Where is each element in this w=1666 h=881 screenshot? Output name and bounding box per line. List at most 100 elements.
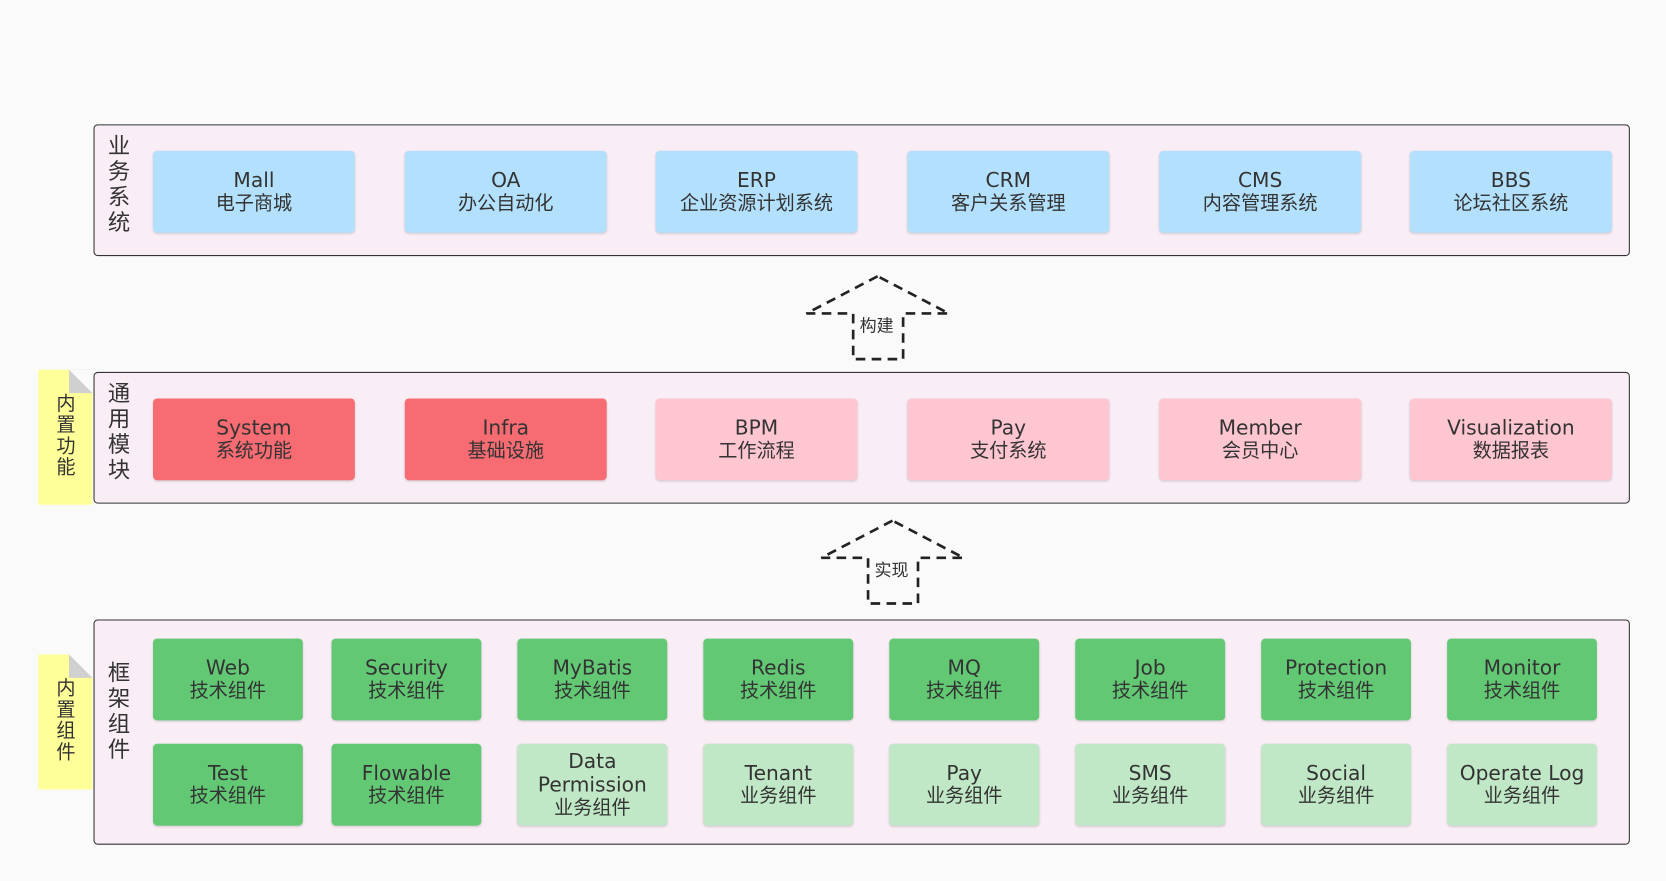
card-title: Protection <box>1285 656 1388 680</box>
module-card: Member 会员中心 <box>1159 398 1362 481</box>
card-subtitle: 技术组件 <box>189 679 267 702</box>
module-card: Flowable 技术组件 <box>331 743 482 826</box>
card-subtitle: 系统功能 <box>215 439 293 462</box>
module-card: Job 技术组件 <box>1075 638 1226 721</box>
arrow-label: 实现 <box>872 555 911 582</box>
card-subtitle: 内容管理系统 <box>1202 191 1318 215</box>
card-title: Security <box>364 656 448 680</box>
module-card: Operate Log 业务组件 <box>1447 743 1597 826</box>
card-title: CRM <box>985 168 1032 192</box>
card-subtitle: 技术组件 <box>554 679 631 702</box>
card-title: Tenant <box>744 761 812 785</box>
module-card: BPM 工作流程 <box>655 398 858 481</box>
module-card: Web 技术组件 <box>153 638 303 721</box>
note-text: 内置功能 <box>53 393 76 479</box>
card-title: SMS <box>1128 761 1172 785</box>
card-title: Monitor <box>1483 656 1561 680</box>
card-subtitle: 工作流程 <box>718 439 795 462</box>
card-subtitle: 业务组件 <box>925 784 1003 807</box>
arrow-shape <box>805 274 950 361</box>
module-card: ERP 企业资源计划系统 <box>655 150 858 233</box>
card-title: Visualization <box>1447 415 1575 440</box>
card-subtitle: 技术组件 <box>925 679 1003 702</box>
module-card: MyBatis 技术组件 <box>517 638 668 721</box>
card-subtitle: 办公自动化 <box>457 191 554 215</box>
card-title: Test <box>208 761 248 785</box>
card-subtitle: 基础设施 <box>467 439 545 462</box>
module-card: Social 业务组件 <box>1261 743 1411 826</box>
card-title: Redis <box>751 656 806 680</box>
card-subtitle: 客户关系管理 <box>950 191 1066 215</box>
card-subtitle: 论坛社区系统 <box>1453 191 1569 215</box>
card-title: Web <box>205 656 250 680</box>
note-text: 内置组件 <box>53 677 76 763</box>
module-card: Data Permission 业务组件 <box>517 743 668 826</box>
module-card: CMS 内容管理系统 <box>1159 150 1362 233</box>
card-title: Member <box>1218 415 1302 440</box>
module-card: Test 技术组件 <box>153 743 303 826</box>
card-title: Flowable <box>361 761 452 785</box>
module-card: Visualization 数据报表 <box>1409 398 1612 481</box>
card-title: Mall <box>233 168 275 192</box>
note: 内置功能 <box>38 369 93 505</box>
layer-label: 业务系统 <box>105 133 131 236</box>
card-subtitle: 技术组件 <box>740 679 817 702</box>
arrow <box>805 274 950 361</box>
card-subtitle: 技术组件 <box>189 784 267 807</box>
card-title: MQ <box>947 656 981 680</box>
card-title: Social <box>1306 761 1367 785</box>
module-card: System 系统功能 <box>153 398 355 481</box>
card-title: BBS <box>1490 168 1531 192</box>
module-card: Redis 技术组件 <box>703 638 854 721</box>
module-card: Protection 技术组件 <box>1261 638 1411 721</box>
card-subtitle: 业务组件 <box>1297 784 1375 807</box>
card-title: Data Permission <box>537 749 647 797</box>
module-card: BBS 论坛社区系统 <box>1409 150 1612 233</box>
card-title: OA <box>491 168 521 192</box>
module-card: Security 技术组件 <box>331 638 482 721</box>
card-title: System <box>216 415 292 440</box>
card-subtitle: 电子商城 <box>215 191 293 215</box>
module-card: SMS 业务组件 <box>1075 743 1226 826</box>
card-subtitle: 数据报表 <box>1472 439 1550 462</box>
card-subtitle: 企业资源计划系统 <box>680 191 833 215</box>
arrow-label: 构建 <box>857 311 896 337</box>
arrow <box>820 519 965 605</box>
module-card: Infra 基础设施 <box>404 398 607 481</box>
note-fold <box>69 369 93 394</box>
arrow-shape <box>820 519 965 605</box>
module-card: Tenant 业务组件 <box>703 743 854 826</box>
layer-label: 框架组件 <box>105 660 131 763</box>
layer-label: 通用模块 <box>105 381 131 484</box>
module-card: Pay 支付系统 <box>907 398 1110 481</box>
card-subtitle: 业务组件 <box>1483 784 1561 807</box>
card-subtitle: 会员中心 <box>1221 439 1299 462</box>
card-subtitle: 业务组件 <box>554 796 631 819</box>
card-title: Infra <box>482 415 530 440</box>
card-subtitle: 技术组件 <box>368 784 445 807</box>
note: 内置组件 <box>38 654 93 790</box>
card-subtitle: 技术组件 <box>1483 679 1561 702</box>
card-title: Job <box>1134 656 1166 680</box>
card-title: Pay <box>946 761 983 785</box>
module-card: Monitor 技术组件 <box>1447 638 1597 721</box>
card-title: Operate Log <box>1459 761 1585 785</box>
card-subtitle: 技术组件 <box>1297 679 1375 702</box>
card-subtitle: 技术组件 <box>368 679 445 702</box>
card-title: Pay <box>990 415 1027 440</box>
module-card: Mall 电子商城 <box>153 150 355 233</box>
module-card: CRM 客户关系管理 <box>907 150 1110 233</box>
card-title: MyBatis <box>552 656 633 680</box>
card-subtitle: 技术组件 <box>1111 679 1189 702</box>
card-title: BPM <box>734 415 779 440</box>
card-title: CMS <box>1237 168 1283 192</box>
card-subtitle: 业务组件 <box>1111 784 1189 807</box>
module-card: OA 办公自动化 <box>404 150 607 233</box>
card-subtitle: 支付系统 <box>970 439 1047 462</box>
card-subtitle: 业务组件 <box>740 784 817 807</box>
card-title: ERP <box>737 168 776 192</box>
module-card: MQ 技术组件 <box>889 638 1040 721</box>
note-fold <box>69 654 93 678</box>
